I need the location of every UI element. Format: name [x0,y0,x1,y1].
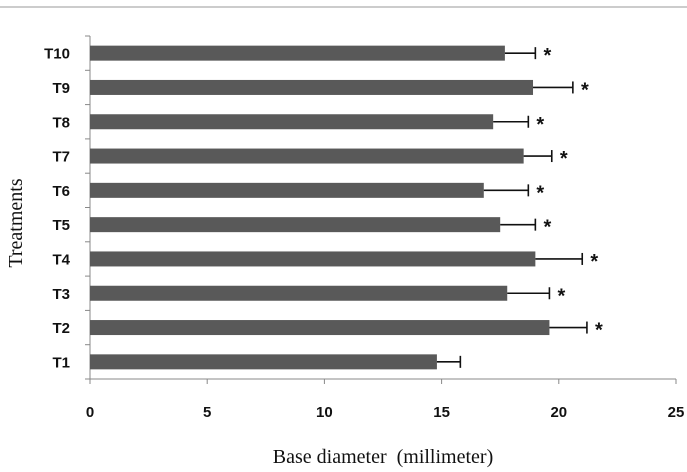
bar-t10 [90,45,505,61]
y-category-label: T9 [52,80,70,97]
bar-t2 [90,320,550,336]
y-category-label: T5 [52,217,70,234]
bar-t7 [90,148,524,164]
bar-t5 [90,217,501,233]
y-category-label: T6 [52,183,70,200]
bar-t9 [90,79,534,95]
x-axis-title: Base diameter (millimeter) [273,446,493,468]
x-tick-label: 10 [316,404,333,421]
y-category-label: T7 [52,149,70,166]
bar-t3 [90,285,508,301]
significance-marker: * [558,285,566,307]
significance-marker: * [590,251,598,273]
y-category-label: T1 [52,354,70,371]
bar-t1 [90,354,437,370]
y-category-label: T8 [52,114,70,131]
x-tick-label: 25 [668,404,685,421]
x-tick-label: 5 [203,404,211,421]
y-category-label: T2 [52,320,70,337]
significance-marker: * [536,114,544,136]
significance-marker: * [595,320,603,342]
bar-t4 [90,251,536,267]
significance-marker: * [543,217,551,239]
y-axis-title: Treatments [5,178,27,267]
x-tick-label: 15 [433,404,450,421]
bar-t6 [90,182,484,198]
significance-marker: * [581,79,589,101]
x-tick-label: 20 [550,404,567,421]
significance-marker: * [543,45,551,67]
y-category-label: T10 [44,46,70,63]
bar-t8 [90,114,494,130]
plot-area: 0 5 10 15 20 25 T1 T2 * T3 * T4 * T5 * T6 * T7 * T8 * T9 * T10 * [44,35,685,421]
y-category-label: T4 [52,251,70,268]
x-tick-label: 0 [86,404,94,421]
significance-marker: * [536,182,544,204]
significance-marker: * [560,148,568,170]
y-category-label: T3 [52,286,70,303]
